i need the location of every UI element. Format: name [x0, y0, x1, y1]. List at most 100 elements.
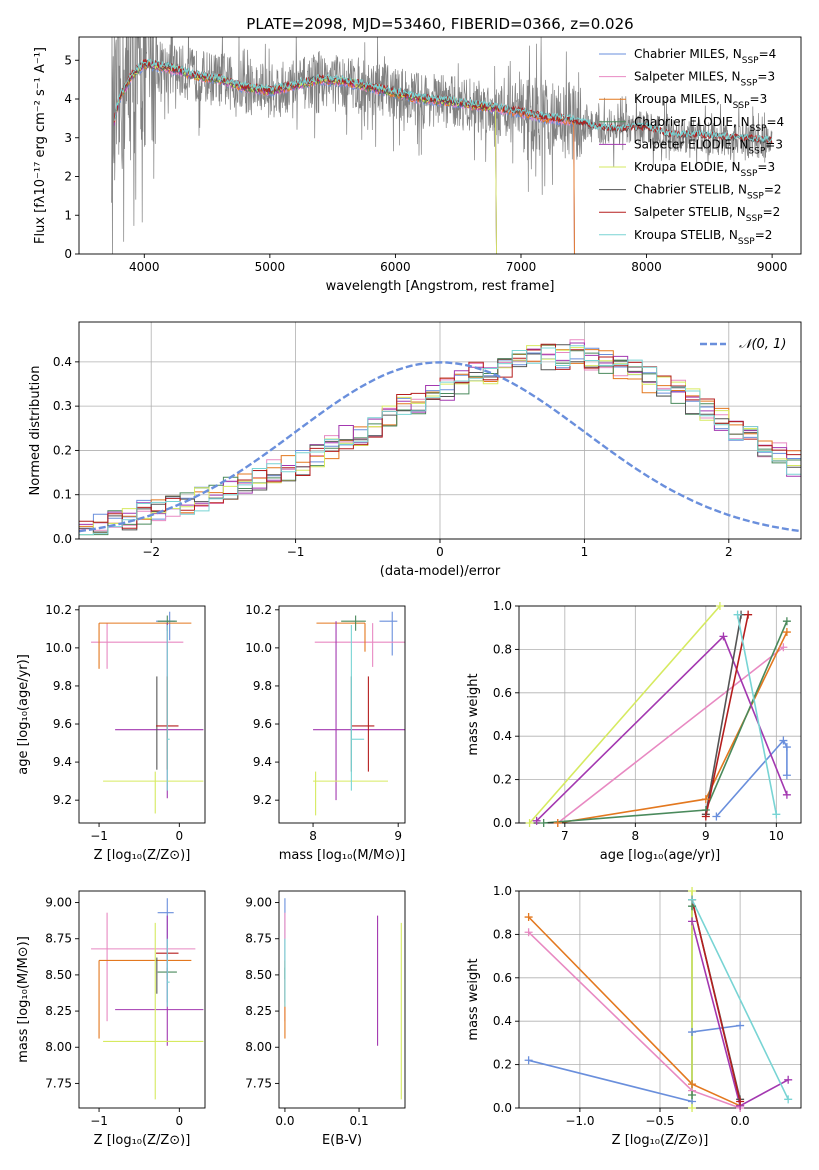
weight-marker — [688, 895, 697, 904]
x-tick-label: 0 — [436, 545, 444, 559]
weight-marker — [784, 1095, 793, 1104]
y-tick-label: 9.6 — [253, 717, 272, 731]
weight-marker — [525, 819, 534, 827]
y-tick-label: 0.8 — [493, 927, 512, 941]
y-tick-label: 0.2 — [493, 1058, 512, 1072]
errorbar-salpeter_miles — [91, 912, 196, 1022]
weight-marker — [688, 1028, 697, 1037]
y-tick-label: 0.4 — [493, 1014, 512, 1028]
weight-line-chabrier_stelib — [705, 614, 742, 815]
plot-area — [91, 611, 204, 814]
x-tick-label: 0 — [175, 829, 183, 843]
errorbar-salpeter_stelib — [351, 676, 375, 772]
x-axis-label: (data-model)/error — [380, 564, 501, 579]
x-tick-label: 8 — [632, 829, 640, 843]
errorbar-kroupa_elodie — [103, 922, 204, 1100]
normal-curve — [79, 361, 801, 533]
y-tick-label: 0.8 — [493, 642, 512, 656]
weight-marker — [553, 819, 562, 827]
plot-area — [313, 611, 405, 816]
errorbar-chabrier_miles — [379, 611, 398, 656]
chart-age_vs_mass: 8 9 9.2 9.4 9.6 9.8 10.0 10.2 mass [log₁₀(M/M⊙)] — [245, 603, 406, 863]
x-axis-label: Z [log₁₀(Z/Z⊙)] — [612, 1133, 709, 1148]
y-tick-label: 8.25 — [45, 1004, 72, 1018]
x-tick-label: 8 — [309, 829, 317, 843]
weight-marker — [782, 628, 791, 637]
weight-marker — [744, 610, 753, 619]
x-tick-label: 5000 — [255, 260, 286, 274]
y-tick-label: 10.2 — [45, 603, 72, 617]
y-tick-label: 1.0 — [493, 884, 512, 898]
x-tick-label: −1.0 — [565, 1114, 594, 1128]
model-spectrum-kroupa_stelib — [113, 58, 773, 143]
x-tick-label: 0.1 — [350, 1114, 369, 1128]
weight-line-salpeter_stelib — [691, 899, 741, 1102]
axes-frame — [278, 605, 406, 824]
weight-marker — [524, 1056, 533, 1065]
axes-frame — [518, 605, 802, 824]
y-tick-label: 8.75 — [245, 932, 272, 946]
y-tick-label: 0.0 — [493, 816, 512, 830]
y-tick-label: 0.3 — [53, 399, 72, 413]
weight-marker — [688, 1080, 697, 1089]
weight-marker — [712, 812, 721, 821]
y-axis-label: mass [log₁₀(M/M⊙)] — [16, 936, 31, 1063]
weight-marker — [782, 771, 791, 780]
histogram-kroupa_stelib — [79, 345, 801, 536]
x-tick-label: −1 — [90, 1114, 108, 1128]
x-tick-label: −1 — [287, 545, 305, 559]
y-tick-label: 8.25 — [245, 1004, 272, 1018]
weight-line-salpeter_stelib — [705, 614, 749, 817]
x-tick-label: 1 — [581, 545, 589, 559]
plot-area — [91, 898, 204, 1100]
x-tick-label: 4000 — [129, 260, 160, 274]
weight-marker — [784, 1075, 793, 1084]
weight-marker — [715, 602, 724, 610]
weight-marker — [524, 913, 533, 922]
errorbar-salpeter_miles — [91, 623, 184, 669]
weight-marker — [688, 1104, 697, 1112]
x-tick-label: 6000 — [380, 260, 411, 274]
x-tick-label: 0.0 — [731, 1114, 750, 1128]
x-tick-label: 2 — [725, 545, 733, 559]
chart-weight_vs_Z: −1.0 −0.5 0.0 0.0 0.2 0.4 0.6 0.8 1.0 Z [log₁₀(Z/… — [466, 884, 802, 1148]
x-tick-label: −1 — [90, 829, 108, 843]
weight-marker — [688, 1090, 697, 1099]
x-tick-label: −2 — [142, 545, 160, 559]
y-tick-label: 0.2 — [53, 443, 72, 457]
y-axis-label: Flux [fλ10⁻¹⁷ erg cm⁻² s⁻¹ A⁻¹] — [33, 47, 48, 244]
y-tick-label: 9.4 — [53, 755, 72, 769]
x-tick-label: 0 — [175, 1114, 183, 1128]
y-tick-label: 9.8 — [53, 679, 72, 693]
y-tick-label: 2 — [64, 170, 72, 184]
x-axis-label: E(B-V) — [322, 1133, 362, 1148]
y-tick-label: 0.4 — [53, 355, 72, 369]
x-tick-label: 0.0 — [275, 1114, 294, 1128]
y-tick-label: 3 — [64, 131, 72, 145]
weight-marker — [719, 632, 728, 641]
y-tick-label: 10.0 — [245, 641, 272, 655]
plot-area — [111, 37, 773, 254]
weight-marker — [736, 1097, 745, 1106]
y-tick-label: 7.75 — [45, 1076, 72, 1090]
errorbar-kroupa_elodie — [313, 771, 388, 816]
errorbar-kroupa_stelib — [166, 625, 170, 791]
weight-line-salpeter_miles — [557, 646, 784, 823]
weight-line-kroupa_elodie — [528, 606, 721, 823]
weight-line-kroupa_stelib — [736, 614, 778, 815]
errorbar-kroupa_elodie — [103, 771, 204, 814]
y-tick-label: 0 — [64, 247, 72, 261]
observed-spectrum — [111, 37, 773, 254]
y-tick-label: 9.4 — [253, 755, 272, 769]
y-tick-label: 8.50 — [245, 968, 272, 982]
axes-frame — [78, 890, 206, 1109]
y-tick-label: 0.2 — [493, 773, 512, 787]
y-tick-label: 7.75 — [245, 1076, 272, 1090]
x-tick-label: 9 — [702, 829, 710, 843]
y-tick-label: 0.4 — [493, 729, 512, 743]
y-tick-label: 1 — [64, 208, 72, 222]
weight-marker — [779, 643, 788, 652]
figure-title: PLATE=2098, MJD=53460, FIBERID=0366, z=0… — [246, 15, 633, 33]
y-tick-label: 10.0 — [45, 641, 72, 655]
x-axis-label: mass [log₁₀(M/M⊙)] — [279, 848, 406, 863]
